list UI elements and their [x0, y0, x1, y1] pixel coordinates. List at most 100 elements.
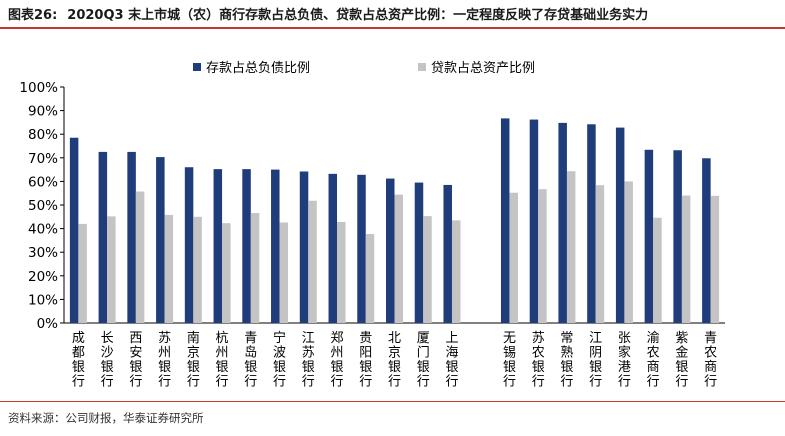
figure-label: 图表26:: [8, 8, 58, 23]
bar-deposit-ratio: [587, 124, 596, 324]
bar-deposit-ratio: [615, 127, 625, 323]
x-category-char: 行: [445, 375, 458, 390]
bar-loan-ratio: [135, 191, 145, 323]
chart-category-labels: 成都银行长沙银行西安银行苏州银行南京银行杭州银行青岛银行宁波银行江苏银行郑州银行…: [72, 330, 717, 390]
bar-deposit-ratio: [213, 169, 223, 323]
x-category-char: 行: [331, 375, 344, 390]
top-rule: [0, 27, 785, 29]
x-category-char: 行: [675, 375, 688, 390]
bar-deposit-ratio: [69, 137, 79, 323]
bar-deposit-ratio: [242, 169, 251, 323]
x-category-char: 行: [187, 375, 200, 390]
bar-loan-ratio: [509, 192, 518, 323]
bar-loan-ratio: [365, 234, 375, 323]
x-category-char: 银: [532, 360, 545, 375]
x-category-char: 银: [417, 360, 430, 375]
x-category-char: 行: [244, 375, 257, 390]
bar-loan-ratio: [107, 216, 116, 323]
x-category-char: 行: [618, 375, 631, 390]
bar-deposit-ratio: [127, 151, 136, 323]
x-category-char: 北: [388, 331, 401, 346]
x-category-char: 宁: [273, 330, 286, 346]
bar-deposit-ratio: [443, 184, 452, 323]
bar-loan-ratio: [78, 223, 87, 323]
x-category-char: 行: [72, 375, 85, 390]
y-tick-label: 20%: [28, 269, 58, 285]
chart-axes: 0% 10% 20% 30% 40% 50% 60% 70% 80% 90% 100%: [19, 80, 725, 332]
bar-deposit-ratio: [702, 158, 711, 323]
x-category-char: 上: [445, 331, 458, 346]
x-category-char: 家: [618, 345, 631, 361]
x-category-char: 行: [417, 375, 430, 390]
x-category-char: 行: [388, 375, 401, 390]
chart-bars: [69, 118, 720, 324]
x-category-char: 银: [158, 360, 171, 375]
bar-loan-ratio: [193, 216, 202, 323]
bar-loan-ratio: [222, 223, 231, 323]
x-category-char: 行: [302, 375, 315, 390]
bar-loan-ratio: [538, 189, 547, 323]
y-tick-label: 0%: [37, 316, 59, 332]
x-category-char: 行: [503, 375, 516, 390]
x-category-char: 无: [503, 331, 516, 346]
bar-loan-ratio: [279, 222, 289, 323]
x-category-char: 江: [589, 331, 602, 346]
x-category-char: 京: [187, 346, 200, 361]
bar-deposit-ratio: [328, 173, 338, 323]
x-category-char: 行: [359, 375, 372, 390]
x-category-char: 京: [388, 346, 401, 361]
bar-loan-ratio: [595, 185, 605, 323]
x-category-char: 行: [647, 375, 660, 390]
x-category-char: 南: [187, 330, 200, 346]
y-tick-label: 70%: [28, 151, 58, 167]
x-category-char: 港: [618, 360, 631, 375]
x-category-char: 厦: [417, 331, 430, 346]
bar-deposit-ratio: [673, 150, 682, 323]
x-category-char: 行: [273, 375, 286, 390]
x-category-char: 常: [560, 331, 573, 346]
bar-deposit-ratio: [299, 171, 309, 323]
x-category-char: 锡: [503, 346, 516, 361]
x-category-char: 郑: [331, 331, 344, 346]
legend-label-loan: 贷款占总资产比例: [431, 61, 535, 76]
y-tick-label: 30%: [28, 245, 58, 261]
x-category-char: 银: [72, 360, 85, 375]
x-category-char: 沙: [101, 346, 114, 361]
x-category-char: 银: [388, 360, 401, 375]
x-category-char: 银: [187, 360, 200, 375]
figure-title: 图表26: 2020Q3 末上市城（农）商行存款占总负债、贷款占总资产比例：一定程…: [8, 4, 648, 24]
x-category-char: 行: [101, 375, 114, 390]
legend-swatch-loan: [418, 63, 426, 71]
x-category-char: 贵: [359, 331, 372, 346]
x-category-char: 行: [560, 375, 573, 390]
y-tick-label: 10%: [28, 292, 58, 308]
x-category-char: 银: [129, 360, 142, 375]
bar-loan-ratio: [164, 214, 174, 323]
bar-chart: 0%10%20%30%40%50%60%70%80%90%100% 成都银行长沙…: [19, 61, 725, 390]
bar-deposit-ratio: [184, 167, 194, 323]
bar-deposit-ratio: [156, 157, 165, 323]
chart-legend: 存款占总负债比例 贷款占总资产比例: [193, 61, 535, 76]
bar-loan-ratio: [423, 216, 432, 323]
x-category-char: 行: [129, 375, 142, 390]
x-category-char: 张: [618, 331, 631, 346]
bar-deposit-ratio: [386, 178, 395, 323]
x-category-char: 商: [647, 360, 660, 375]
x-category-char: 行: [589, 375, 602, 390]
x-category-char: 商: [704, 360, 717, 375]
